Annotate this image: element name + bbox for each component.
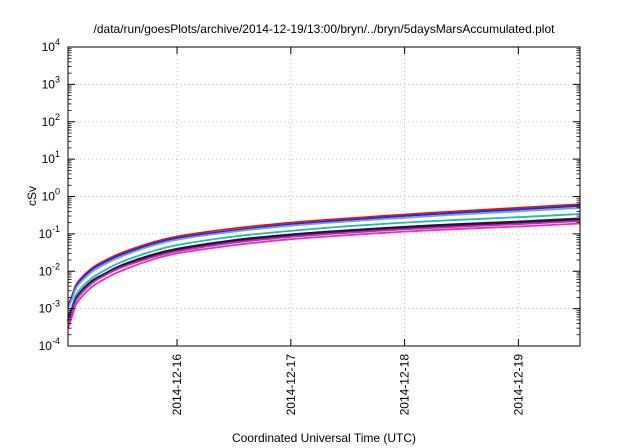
- y-tick-label: 103: [42, 74, 60, 91]
- series-line-5: [67, 217, 581, 321]
- x-tick-label: 2014-12-17: [284, 354, 298, 416]
- y-tick-label: 10-1: [39, 224, 60, 241]
- series-line-8: [67, 222, 581, 329]
- y-tick-label: 10-2: [39, 261, 60, 278]
- grid: [68, 47, 580, 346]
- x-tick-label: 2014-12-19: [511, 354, 525, 416]
- y-tick-label: 101: [42, 149, 60, 166]
- chart-title: /data/run/goesPlots/archive/2014-12-19/1…: [94, 22, 556, 36]
- ticks: [68, 46, 580, 347]
- y-tick-label: 100: [42, 187, 60, 204]
- y-tick-labels: 10-4 10-3 10-2 10-1 100 101 102 103 104: [39, 37, 60, 353]
- series-line-2: [67, 205, 581, 308]
- x-tick-labels: 2014-12-16 2014-12-17 2014-12-18 2014-12-19: [170, 354, 525, 416]
- series-line-4: [67, 213, 581, 318]
- series-line-1: [67, 203, 581, 307]
- series-line-7: [67, 220, 581, 324]
- x-axis-label: Coordinated Universal Time (UTC): [232, 431, 416, 445]
- series-line-3: [67, 206, 581, 309]
- y-axis-label: cSv: [25, 186, 39, 206]
- x-tick-label: 2014-12-16: [170, 354, 184, 416]
- y-tick-label: 10-3: [39, 299, 60, 316]
- x-tick-label: 2014-12-18: [398, 354, 412, 416]
- y-tick-label: 102: [42, 112, 60, 129]
- y-tick-label: 10-4: [39, 336, 60, 353]
- y-tick-label: 104: [42, 37, 60, 54]
- series-group: [67, 203, 581, 329]
